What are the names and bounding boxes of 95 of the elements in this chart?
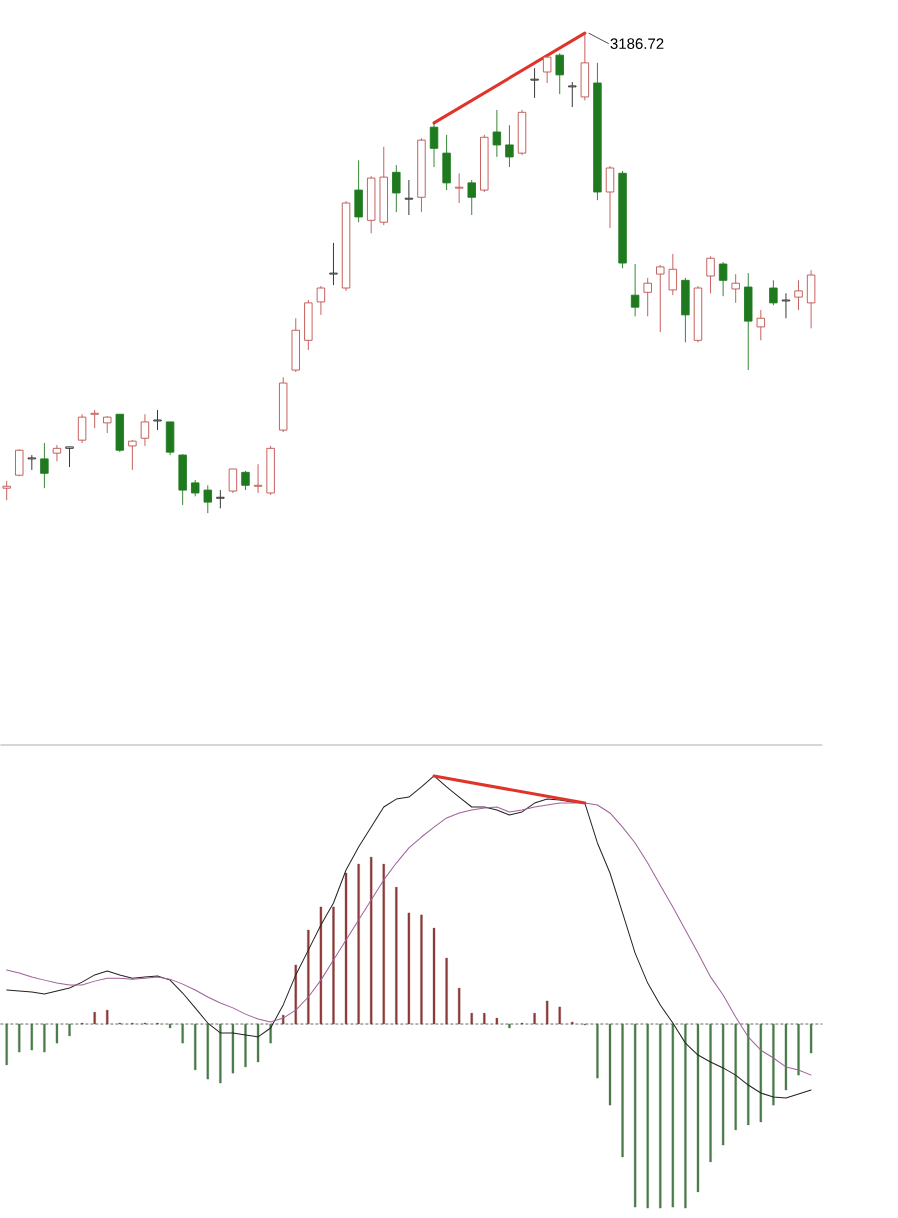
bar <box>608 1023 611 1106</box>
candlestick <box>77 413 87 444</box>
candlestick <box>655 264 665 333</box>
bar <box>382 863 385 1025</box>
candlestick <box>530 67 539 99</box>
bar <box>457 987 461 1025</box>
candlestick <box>127 439 137 471</box>
candlestick <box>467 179 476 216</box>
bar <box>759 1023 762 1123</box>
candlestick <box>630 263 640 317</box>
candlestick <box>567 81 577 108</box>
bar <box>168 1023 172 1029</box>
bar <box>193 1023 197 1071</box>
candlestick <box>153 409 162 431</box>
bar <box>256 1023 260 1063</box>
bar <box>495 1017 498 1025</box>
candlestick <box>329 242 338 286</box>
bar <box>407 912 410 1025</box>
bar <box>470 1012 473 1025</box>
candlestick <box>794 279 803 311</box>
bar <box>746 1023 750 1126</box>
candlestick <box>555 52 564 95</box>
bar <box>307 929 310 1025</box>
candlestick <box>429 122 439 168</box>
candlestick <box>203 484 212 514</box>
bar <box>709 1023 712 1163</box>
candlestick <box>756 309 765 341</box>
candlestick <box>241 470 250 491</box>
bar <box>206 1023 209 1080</box>
bar <box>482 1012 486 1025</box>
candlestick <box>65 446 74 468</box>
bar <box>784 1023 787 1091</box>
candlestick <box>253 463 263 494</box>
bar <box>596 1023 599 1079</box>
bar <box>294 964 297 1025</box>
bar <box>508 1023 511 1029</box>
bar <box>332 906 335 1025</box>
bar <box>633 1023 637 1208</box>
candlestick <box>505 124 514 168</box>
bar <box>646 1023 649 1209</box>
bar <box>231 1023 234 1074</box>
bar <box>181 1023 184 1044</box>
candlestick <box>706 255 715 294</box>
bar <box>772 1023 775 1106</box>
bar <box>809 1023 813 1054</box>
bar <box>533 1012 536 1025</box>
candlestick <box>2 480 11 501</box>
bar <box>219 1023 222 1084</box>
bar <box>319 906 322 1025</box>
bar <box>43 1023 46 1053</box>
bar <box>684 1023 687 1209</box>
bar <box>545 1000 549 1025</box>
candlestick <box>718 261 728 297</box>
candlestick <box>492 109 501 158</box>
candlestick <box>768 279 778 306</box>
candlestick <box>404 179 413 216</box>
candlestick <box>731 273 740 304</box>
bar <box>17 1023 21 1053</box>
candlestick <box>215 489 225 509</box>
candlestick <box>316 285 325 316</box>
candlestick <box>39 442 49 489</box>
candlestick <box>228 468 237 494</box>
bar <box>105 1009 109 1025</box>
bar <box>671 1023 674 1208</box>
bar <box>344 872 348 1025</box>
candlestick <box>454 172 464 204</box>
bar <box>244 1023 247 1068</box>
candlestick <box>52 444 61 462</box>
bar <box>445 957 448 1025</box>
bar <box>420 914 423 1025</box>
bar <box>721 1023 725 1146</box>
candlestick <box>391 164 401 213</box>
bar <box>5 1023 8 1066</box>
bar <box>369 856 373 1025</box>
bar <box>658 1023 662 1209</box>
bar <box>68 1023 71 1037</box>
bar <box>696 1023 699 1193</box>
bar <box>558 1006 561 1025</box>
candlestick <box>90 409 99 429</box>
bar <box>30 1023 33 1051</box>
candlestick <box>643 277 652 317</box>
candlestick <box>668 253 677 296</box>
bar <box>55 1023 58 1044</box>
candlestick <box>27 454 36 471</box>
bar <box>734 1023 737 1131</box>
bar <box>93 1011 96 1025</box>
candlestick <box>140 413 149 447</box>
bar <box>797 1023 800 1076</box>
candlestick <box>781 292 790 319</box>
bar <box>432 927 435 1025</box>
candlestick <box>542 54 552 84</box>
bar <box>394 886 398 1025</box>
bar <box>621 1023 624 1158</box>
bar <box>357 863 360 1025</box>
annotation: 3186.72 <box>610 38 664 49</box>
